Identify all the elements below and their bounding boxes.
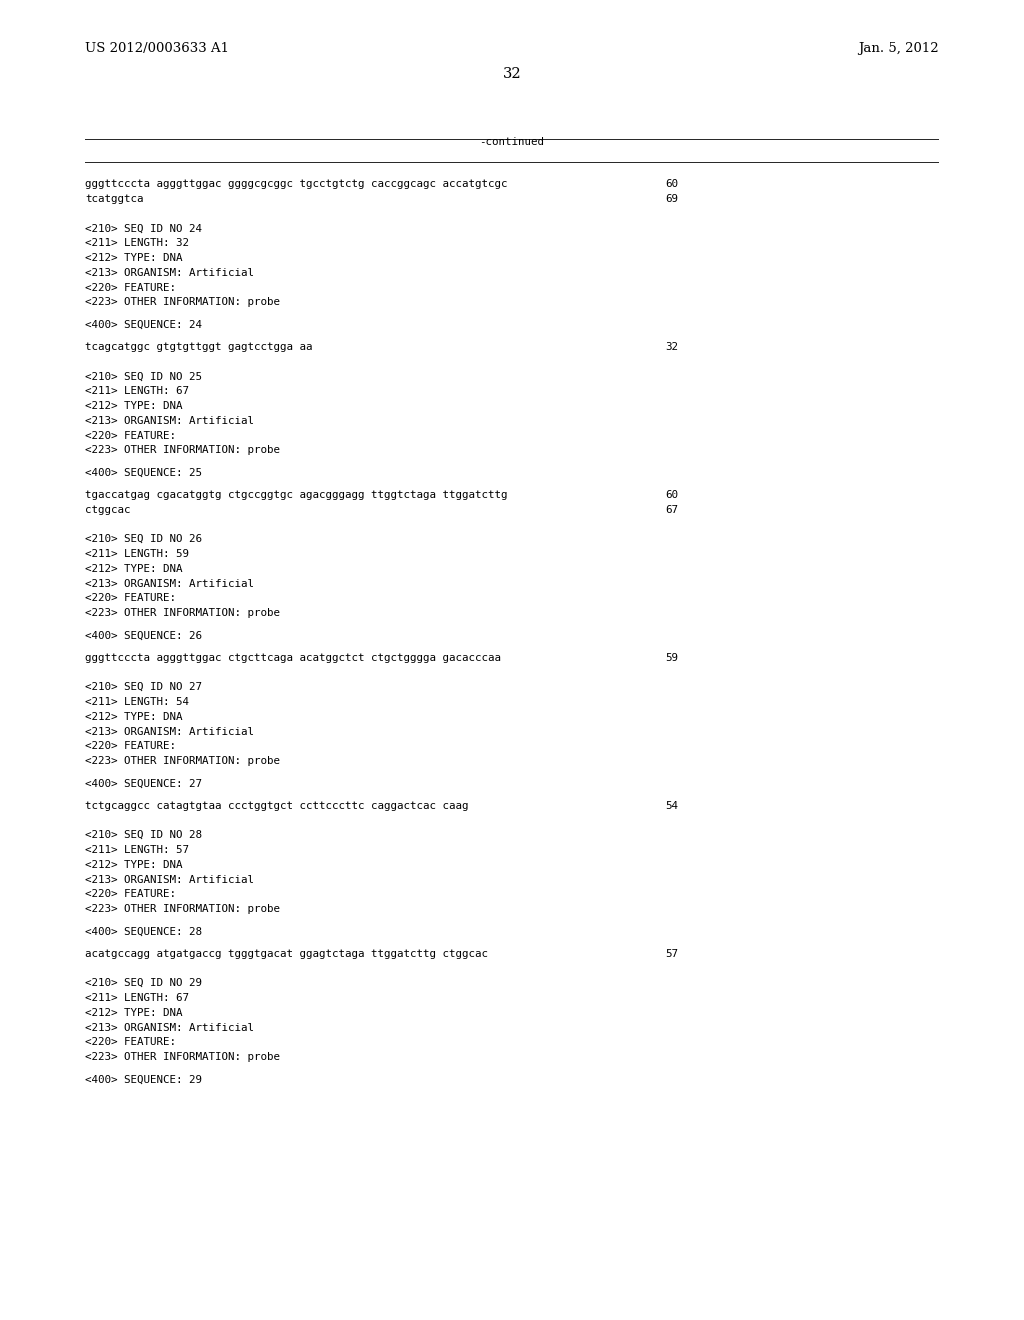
Text: <400> SEQUENCE: 27: <400> SEQUENCE: 27 <box>85 779 202 788</box>
Text: <223> OTHER INFORMATION: probe: <223> OTHER INFORMATION: probe <box>85 756 280 766</box>
Text: <212> TYPE: DNA: <212> TYPE: DNA <box>85 859 182 870</box>
Text: <400> SEQUENCE: 28: <400> SEQUENCE: 28 <box>85 927 202 936</box>
Text: <210> SEQ ID NO 28: <210> SEQ ID NO 28 <box>85 830 202 841</box>
Text: <211> LENGTH: 67: <211> LENGTH: 67 <box>85 387 189 396</box>
Text: US 2012/0003633 A1: US 2012/0003633 A1 <box>85 42 229 55</box>
Text: gggttcccta agggttggac ctgcttcaga acatggctct ctgctgggga gacacccaa: gggttcccta agggttggac ctgcttcaga acatggc… <box>85 652 501 663</box>
Text: tctgcaggcc catagtgtaa ccctggtgct ccttcccttc caggactcac caag: tctgcaggcc catagtgtaa ccctggtgct ccttccc… <box>85 801 469 810</box>
Text: <210> SEQ ID NO 25: <210> SEQ ID NO 25 <box>85 371 202 381</box>
Text: <223> OTHER INFORMATION: probe: <223> OTHER INFORMATION: probe <box>85 1052 280 1063</box>
Text: <212> TYPE: DNA: <212> TYPE: DNA <box>85 564 182 574</box>
Text: ctggcac: ctggcac <box>85 504 130 515</box>
Text: <211> LENGTH: 32: <211> LENGTH: 32 <box>85 238 189 248</box>
Text: <213> ORGANISM: Artificial: <213> ORGANISM: Artificial <box>85 416 254 426</box>
Text: <223> OTHER INFORMATION: probe: <223> OTHER INFORMATION: probe <box>85 445 280 455</box>
Text: <223> OTHER INFORMATION: probe: <223> OTHER INFORMATION: probe <box>85 904 280 915</box>
Text: <211> LENGTH: 59: <211> LENGTH: 59 <box>85 549 189 558</box>
Text: gggttcccta agggttggac ggggcgcggc tgcctgtctg caccggcagc accatgtcgc: gggttcccta agggttggac ggggcgcggc tgcctgt… <box>85 180 508 189</box>
Text: <210> SEQ ID NO 26: <210> SEQ ID NO 26 <box>85 535 202 544</box>
Text: <213> ORGANISM: Artificial: <213> ORGANISM: Artificial <box>85 875 254 884</box>
Text: <210> SEQ ID NO 29: <210> SEQ ID NO 29 <box>85 978 202 989</box>
Text: <400> SEQUENCE: 29: <400> SEQUENCE: 29 <box>85 1074 202 1085</box>
Text: <211> LENGTH: 57: <211> LENGTH: 57 <box>85 845 189 855</box>
Text: <220> FEATURE:: <220> FEATURE: <box>85 890 176 899</box>
Text: 69: 69 <box>665 194 678 203</box>
Text: -continued: -continued <box>479 137 545 147</box>
Text: <213> ORGANISM: Artificial: <213> ORGANISM: Artificial <box>85 268 254 277</box>
Text: <212> TYPE: DNA: <212> TYPE: DNA <box>85 1007 182 1018</box>
Text: 59: 59 <box>665 652 678 663</box>
Text: <400> SEQUENCE: 25: <400> SEQUENCE: 25 <box>85 467 202 478</box>
Text: Jan. 5, 2012: Jan. 5, 2012 <box>858 42 939 55</box>
Text: <210> SEQ ID NO 24: <210> SEQ ID NO 24 <box>85 223 202 234</box>
Text: <213> ORGANISM: Artificial: <213> ORGANISM: Artificial <box>85 726 254 737</box>
Text: <213> ORGANISM: Artificial: <213> ORGANISM: Artificial <box>85 1023 254 1032</box>
Text: <400> SEQUENCE: 24: <400> SEQUENCE: 24 <box>85 319 202 330</box>
Text: <211> LENGTH: 67: <211> LENGTH: 67 <box>85 993 189 1003</box>
Text: <220> FEATURE:: <220> FEATURE: <box>85 430 176 441</box>
Text: <223> OTHER INFORMATION: probe: <223> OTHER INFORMATION: probe <box>85 609 280 618</box>
Text: 67: 67 <box>665 504 678 515</box>
Text: <213> ORGANISM: Artificial: <213> ORGANISM: Artificial <box>85 578 254 589</box>
Text: <220> FEATURE:: <220> FEATURE: <box>85 594 176 603</box>
Text: <223> OTHER INFORMATION: probe: <223> OTHER INFORMATION: probe <box>85 297 280 308</box>
Text: <400> SEQUENCE: 26: <400> SEQUENCE: 26 <box>85 631 202 640</box>
Text: <212> TYPE: DNA: <212> TYPE: DNA <box>85 711 182 722</box>
Text: tcatggtca: tcatggtca <box>85 194 143 203</box>
Text: 60: 60 <box>665 180 678 189</box>
Text: <220> FEATURE:: <220> FEATURE: <box>85 1038 176 1047</box>
Text: tcagcatggc gtgtgttggt gagtcctgga aa: tcagcatggc gtgtgttggt gagtcctgga aa <box>85 342 312 352</box>
Text: 60: 60 <box>665 490 678 500</box>
Text: <220> FEATURE:: <220> FEATURE: <box>85 742 176 751</box>
Text: <210> SEQ ID NO 27: <210> SEQ ID NO 27 <box>85 682 202 692</box>
Text: <212> TYPE: DNA: <212> TYPE: DNA <box>85 401 182 411</box>
Text: <212> TYPE: DNA: <212> TYPE: DNA <box>85 253 182 263</box>
Text: 32: 32 <box>503 67 521 81</box>
Text: 32: 32 <box>665 342 678 352</box>
Text: tgaccatgag cgacatggtg ctgccggtgc agacgggagg ttggtctaga ttggatcttg: tgaccatgag cgacatggtg ctgccggtgc agacggg… <box>85 490 508 500</box>
Text: 57: 57 <box>665 949 678 958</box>
Text: <220> FEATURE:: <220> FEATURE: <box>85 282 176 293</box>
Text: <211> LENGTH: 54: <211> LENGTH: 54 <box>85 697 189 708</box>
Text: 54: 54 <box>665 801 678 810</box>
Text: acatgccagg atgatgaccg tgggtgacat ggagtctaga ttggatcttg ctggcac: acatgccagg atgatgaccg tgggtgacat ggagtct… <box>85 949 488 958</box>
